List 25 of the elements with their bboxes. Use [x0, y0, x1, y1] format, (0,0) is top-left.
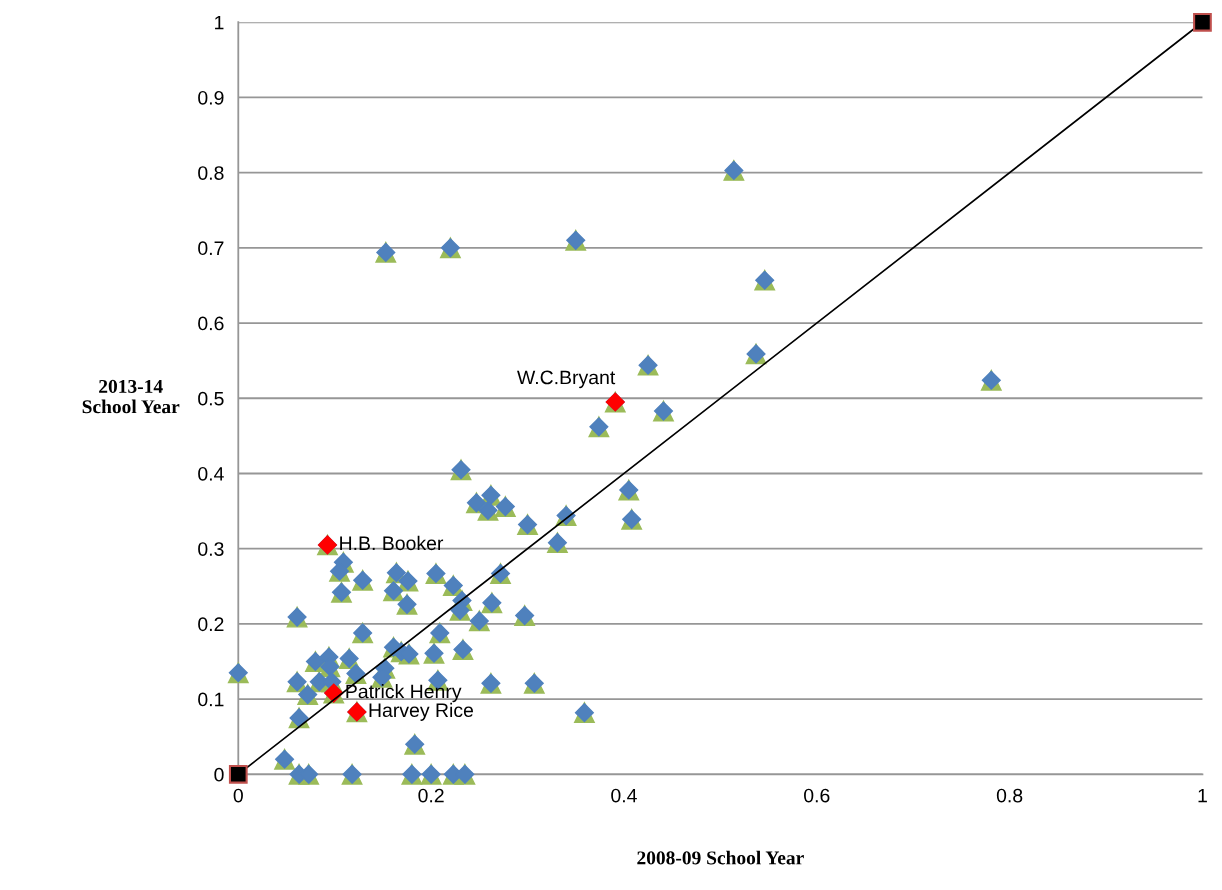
annotation: W.C.Bryant	[517, 370, 616, 389]
annotation: Patrick Henry	[346, 684, 462, 703]
x-tick-label: 0.4	[611, 788, 637, 803]
x-tick-label: 0	[233, 788, 243, 803]
x-tick-label: 0.8	[996, 788, 1023, 803]
y-tick-label: 0.9	[198, 90, 224, 105]
annotation: H.B. Booker	[340, 535, 444, 551]
y-tick-label: 1	[215, 15, 224, 30]
point	[228, 764, 248, 784]
y-tick-label: 0.7	[198, 241, 224, 256]
y-tick-label: 0.8	[198, 166, 224, 180]
x-axis-title: 2008-09 School Year	[637, 850, 804, 865]
y-axis-title: 2013-14 School Year	[82, 379, 180, 414]
y-tick-label: 0.3	[198, 542, 224, 556]
y-tick-label: 0.6	[198, 316, 224, 331]
x-tick-label: 0.6	[804, 788, 830, 803]
annotation: Harvey Rice	[369, 702, 474, 721]
x-tick-label: 0.2	[418, 788, 444, 803]
y-tick-label: 0.5	[198, 391, 224, 406]
y-tick-label: 0.4	[198, 466, 224, 481]
y-tick-label: 0.2	[198, 617, 224, 632]
y-tick-label: 0	[214, 767, 224, 782]
x-tick-label: 1	[1198, 788, 1207, 803]
y-tick-label: 0.1	[198, 692, 224, 707]
point	[1193, 12, 1212, 32]
